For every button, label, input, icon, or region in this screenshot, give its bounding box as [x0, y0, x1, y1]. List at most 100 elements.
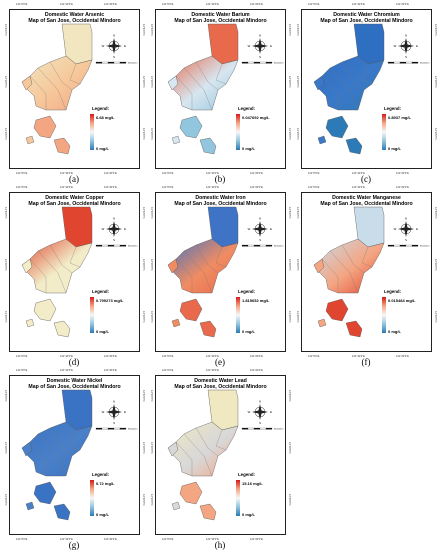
scale-segment: [393, 244, 401, 247]
main-region: [167, 238, 239, 294]
legend-min-value: 0 mg/L: [96, 146, 109, 151]
latitude-tick-label: 12°40'0"N: [288, 207, 291, 219]
scale-segment: [253, 61, 261, 64]
scale-label: Kilometers: [274, 427, 283, 430]
legend-min-value: 0 mg/L: [96, 512, 109, 517]
panel-caption: (b): [214, 174, 226, 184]
compass-letter: E: [270, 410, 272, 414]
ilin-island: [179, 481, 203, 505]
compass-letter: W: [394, 227, 397, 231]
latitude-tick-label: 12°40'0"N: [434, 207, 437, 219]
scale-segment: [387, 244, 395, 247]
legend-color-ramp: [90, 297, 94, 333]
scale-segment: [393, 61, 401, 64]
legend-min-value: 0 mg/L: [242, 512, 255, 517]
scale-segment: [247, 244, 255, 247]
main-region: [167, 421, 239, 477]
main-region: [313, 55, 385, 111]
longitude-tick-label: 121°0'0"E: [162, 538, 174, 541]
main-region: [21, 55, 93, 111]
main-region: [21, 421, 93, 477]
latitude-tick-label: 12°20'0"N: [150, 311, 153, 323]
longitude-tick-label: 121°20'0"E: [250, 538, 263, 541]
compass-letter: S: [259, 238, 261, 242]
map-panel-d: 121°0'0"E 121°0'0"E 121°10'0"E 121°10'0"E 12…: [2, 185, 146, 367]
map-title: Domestic Water Iron Map of San Jose, Occi…: [156, 195, 285, 207]
scale-segment: [405, 61, 413, 64]
map-title: Domestic Water Nickel Map of San Jose, Oc…: [10, 378, 139, 390]
longitude-tick-label: 121°10'0"E: [206, 355, 219, 358]
ilin-island: [33, 298, 57, 322]
scale-segment: [95, 61, 103, 64]
scale-segment: [95, 427, 103, 430]
barangay-boundary: [341, 244, 365, 274]
compass-letter: N: [259, 400, 261, 404]
longitude-tick-label: 121°0'0"E: [16, 186, 28, 189]
compass-letter: S: [405, 55, 407, 59]
compass-letter: S: [113, 421, 115, 425]
map-frame: Domestic Water Nickel Map of San Jose, Oc…: [9, 375, 140, 535]
compass-letter: E: [124, 410, 126, 414]
map-title-line: Map of San Jose, Occidental Mindoro: [174, 384, 267, 390]
latitude-tick-label: 12°30'0"N: [4, 442, 7, 454]
scale-bar: Kilometers: [241, 427, 283, 430]
small-island: [25, 135, 35, 145]
scale-segment: [411, 61, 419, 64]
map-title-line: Domestic Water Manganese: [332, 195, 401, 201]
scale-label: Kilometers: [274, 244, 283, 247]
latitude-tick-label: 12°40'0"N: [4, 390, 7, 402]
compass-star: [106, 221, 122, 237]
compass-star: [398, 221, 414, 237]
longitude-tick-label: 121°0'0"E: [308, 3, 320, 6]
compass-letter: E: [270, 44, 272, 48]
peninsula-region: [21, 75, 33, 91]
longitude-tick-label: 121°0'0"E: [16, 538, 28, 541]
longitude-tick-label: 121°10'0"E: [352, 3, 365, 6]
longitude-tick-label: 121°10'0"E: [60, 355, 73, 358]
longitude-tick-label: 121°10'0"E: [206, 538, 219, 541]
legend-title: Legend:: [92, 472, 110, 477]
longitude-tick-label: 121°20'0"E: [396, 3, 409, 6]
legend-min-value: 0 mg/L: [96, 329, 109, 334]
longitude-tick-label: 121°20'0"E: [104, 369, 117, 372]
compass-letter: N: [405, 34, 407, 38]
longitude-tick-label: 121°20'0"E: [104, 3, 117, 6]
scale-segment: [387, 61, 395, 64]
legend-color-ramp: [382, 297, 386, 333]
map-frame: Domestic Water Chromium Map of San Jose, …: [301, 9, 432, 169]
map-title-line: Domestic Water Nickel: [46, 378, 103, 384]
longitude-tick-label: 121°0'0"E: [308, 355, 320, 358]
longitude-tick-label: 121°20'0"E: [104, 172, 117, 175]
compass-letter: W: [394, 44, 397, 48]
longitude-tick-label: 121°0'0"E: [162, 355, 174, 358]
municipality-map: N S E W Kilometers: [313, 23, 429, 155]
map-title-line: Domestic Water Barium: [191, 12, 250, 18]
ilin-island: [33, 481, 57, 505]
compass-letter: S: [259, 55, 261, 59]
small-island: [171, 318, 181, 328]
legend-color-ramp: [236, 297, 240, 333]
latitude-tick-label: 12°20'0"N: [4, 494, 7, 506]
map-panel-b: 121°0'0"E 121°0'0"E 121°10'0"E 121°10'0"E 12…: [148, 2, 292, 184]
scale-label: Kilometers: [128, 244, 137, 247]
latitude-tick-label: 12°20'0"N: [288, 494, 291, 506]
compass-letter: N: [113, 400, 115, 404]
latitude-tick-label: 12°20'0"N: [142, 311, 145, 323]
barangay-boundary: [361, 63, 373, 85]
latitude-tick-label: 12°20'0"N: [4, 128, 7, 140]
compass-rose-icon: N S E W: [394, 217, 418, 243]
map-title: Domestic Water Copper Map of San Jose, Oc…: [10, 195, 139, 207]
municipality-map: N S E W Kilometers: [21, 389, 137, 521]
legend-color-ramp: [382, 114, 386, 150]
barangay-boundary: [175, 258, 193, 293]
compass-letter: E: [124, 44, 126, 48]
longitude-tick-label: 121°0'0"E: [16, 355, 28, 358]
latitude-tick-label: 12°20'0"N: [142, 494, 145, 506]
longitude-tick-label: 121°10'0"E: [352, 355, 365, 358]
compass-rose-icon: N S E W: [102, 34, 126, 60]
ilin-island: [325, 115, 349, 139]
longitude-tick-label: 121°20'0"E: [396, 172, 409, 175]
ambulong-island: [345, 320, 363, 338]
map-panel-e: 121°0'0"E 121°0'0"E 121°10'0"E 121°10'0"E 12…: [148, 185, 292, 367]
barangay-boundary: [329, 67, 359, 111]
